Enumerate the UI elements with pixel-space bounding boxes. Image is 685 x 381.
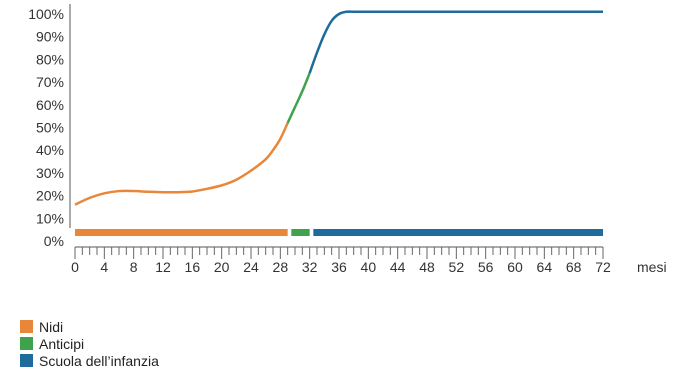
- x-tick-label: 72: [595, 259, 611, 275]
- y-tick-label: 100%: [28, 6, 64, 22]
- legend-swatch-nidi: [20, 320, 33, 333]
- x-axis-label: mesi: [637, 259, 667, 275]
- x-axis: 0 4 8 12 16 20 24 28 32 36 40 44 48 52 56 60 64 68 72: [71, 246, 611, 275]
- legend: Nidi Anticipi Scuola dell’infanzia: [20, 318, 159, 369]
- x-tick-label: 16: [185, 259, 201, 275]
- y-tick-label: 80%: [36, 51, 64, 67]
- y-tick-label: 60%: [36, 97, 64, 113]
- x-tick-label: 4: [100, 259, 108, 275]
- bar-nidi: [75, 229, 288, 236]
- series-lines: [74, 10, 603, 206]
- x-tick-label: 0: [71, 259, 79, 275]
- legend-swatch-scuola-infanzia: [20, 354, 33, 367]
- x-tick-label: 64: [537, 259, 553, 275]
- x-tick-label: 12: [155, 259, 171, 275]
- legend-label-scuola-infanzia: Scuola dell’infanzia: [39, 352, 159, 369]
- legend-item-scuola-infanzia: Scuola dell’infanzia: [20, 352, 159, 369]
- bar-anticipi: [291, 229, 310, 236]
- x-tick-label: 24: [243, 259, 259, 275]
- y-tick-label: 90%: [36, 29, 64, 45]
- x-tick-label: 52: [449, 259, 465, 275]
- y-tick-label: 70%: [36, 74, 64, 90]
- x-tick-label: 8: [130, 259, 138, 275]
- x-tick-label: 36: [331, 259, 347, 275]
- y-tick-label: 50%: [36, 120, 64, 136]
- legend-item-nidi: Nidi: [20, 318, 159, 335]
- x-tick-label: 48: [419, 259, 435, 275]
- x-tick-label: 40: [361, 259, 377, 275]
- x-tick-label: 60: [507, 259, 523, 275]
- y-tick-label: 10%: [36, 210, 64, 226]
- bar-scuola-dell-infanzia: [313, 229, 603, 236]
- y-axis: 0% 10% 20% 30% 40% 50% 60% 70% 80% 90% 100%: [28, 4, 71, 249]
- legend-label-nidi: Nidi: [39, 318, 64, 335]
- legend-label-anticipi: Anticipi: [39, 335, 85, 352]
- x-tick-label: 44: [390, 259, 406, 275]
- line-anticipi: [286, 72, 311, 124]
- y-tick-label: 20%: [36, 188, 64, 204]
- x-tick-label: 32: [302, 259, 318, 275]
- y-tick-label: 0%: [44, 233, 64, 249]
- timeline-bars: [75, 229, 603, 236]
- x-tick-label: 68: [566, 259, 582, 275]
- legend-swatch-anticipi: [20, 337, 33, 350]
- line-nidi: [74, 122, 289, 206]
- x-tick-label: 28: [273, 259, 289, 275]
- legend-item-anticipi: Anticipi: [20, 335, 159, 352]
- line-scuola-dell-infanzia: [308, 10, 603, 74]
- x-tick-label: 20: [214, 259, 230, 275]
- y-tick-label: 40%: [36, 142, 64, 158]
- x-tick-label: 56: [478, 259, 494, 275]
- y-tick-label: 30%: [36, 165, 64, 181]
